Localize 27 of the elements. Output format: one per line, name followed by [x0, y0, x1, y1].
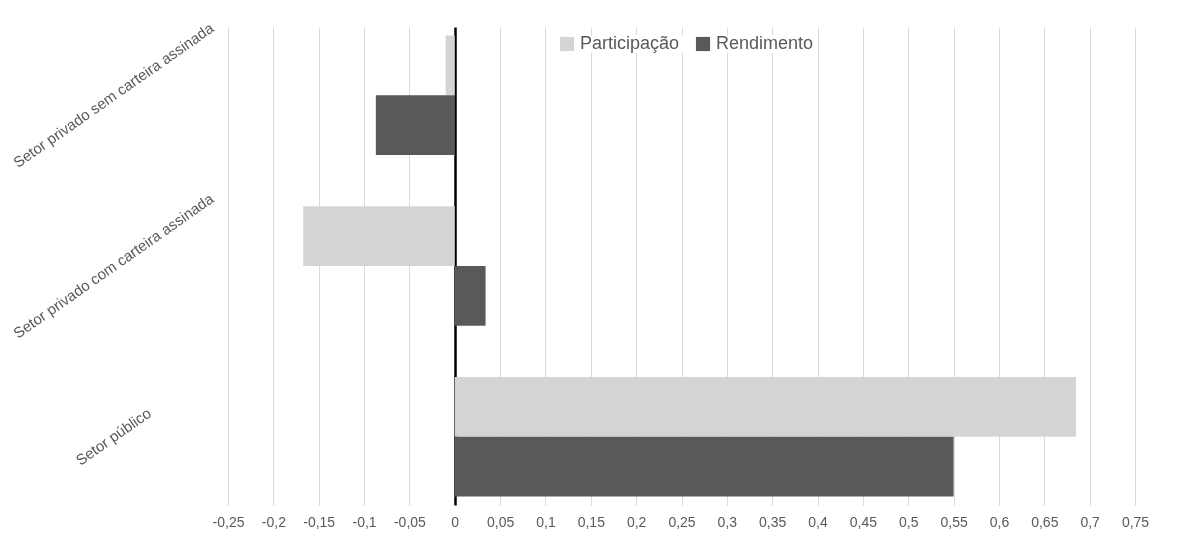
- x-tick-label: 0,35: [759, 513, 787, 530]
- x-tick-label: 0,4: [808, 513, 828, 530]
- x-tick-label: 0,45: [849, 513, 878, 530]
- x-tick-label: 0,65: [1031, 513, 1059, 530]
- x-tick-label: 0,05: [486, 513, 515, 530]
- x-tick-label: -0,25: [212, 513, 245, 530]
- x-tick-label: 0,25: [668, 513, 696, 530]
- bar: [445, 35, 455, 96]
- x-tick-label: 0,3: [717, 513, 738, 530]
- bar: [454, 436, 954, 497]
- x-tick-label: 0,7: [1080, 513, 1101, 530]
- x-tick-label: 0,55: [940, 513, 968, 530]
- bar: [375, 95, 455, 156]
- x-tick-label: -0,05: [393, 513, 427, 530]
- x-tick-label: -0,15: [303, 513, 336, 530]
- x-tick-label: 0,1: [536, 513, 556, 530]
- bar: [454, 266, 486, 326]
- x-tick-label: 0,6: [989, 513, 1010, 530]
- legend-label: Participação: [580, 33, 680, 53]
- x-tick-label: 0,15: [577, 513, 606, 530]
- x-tick-label: 0,2: [626, 513, 647, 530]
- x-tick-label: 0: [451, 513, 460, 530]
- x-tick-label: -0,1: [352, 513, 377, 530]
- x-tick-label: 0,5: [899, 513, 919, 530]
- x-tick-label: -0,2: [261, 513, 287, 530]
- x-tick-label: 0,75: [1121, 513, 1150, 530]
- legend-label: Rendimento: [716, 33, 814, 53]
